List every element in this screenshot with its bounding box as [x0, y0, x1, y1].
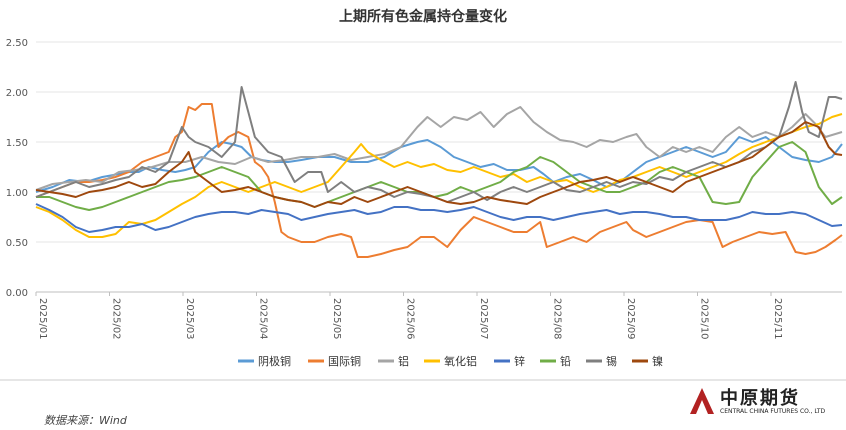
legend-label: 镍 — [652, 354, 663, 368]
x-axis-ticks: 2025/01 2025/02 2025/03 2025/04 2025/05 2025/… — [35, 292, 783, 340]
x-tick-label: 2025/11 — [772, 298, 783, 340]
legend: 阴极铜 国际铜 铝 氧化铝 锌 铅 锡 镍 — [238, 354, 663, 368]
series-line-铝 — [35, 106, 843, 191]
y-tick-label: 0.50 — [6, 238, 28, 249]
x-tick-label: 2025/03 — [184, 298, 195, 340]
data-source-note: 数据来源：Wind — [44, 414, 127, 427]
x-tick-label: 2025/10 — [699, 298, 710, 340]
legend-label: 铅 — [560, 354, 571, 368]
x-tick-label: 2025/05 — [331, 298, 342, 340]
series-line-锌 — [35, 203, 843, 233]
series-line-镍 — [35, 121, 843, 208]
y-tick-label: 0.00 — [6, 288, 28, 299]
legend-label: 锡 — [606, 354, 617, 368]
x-tick-label: 2025/09 — [625, 298, 636, 340]
legend-label: 铝 — [398, 354, 409, 368]
gridlines — [36, 41, 842, 293]
legend-label: 国际铜 — [328, 354, 361, 368]
series-line-阴极铜 — [35, 136, 843, 193]
series-lines — [35, 81, 843, 258]
legend-label: 锌 — [514, 354, 525, 368]
y-tick-label: 2.50 — [6, 38, 28, 49]
series-line-铅 — [36, 141, 843, 211]
chart-title: 上期所有色金属持仓量变化 — [339, 8, 507, 25]
x-tick-label: 2025/02 — [111, 298, 122, 340]
series-line-氧化铝 — [35, 113, 843, 238]
y-axis-ticks: 0.00 0.50 1.00 1.50 2.00 2.50 — [6, 38, 28, 299]
logo-subtitle: CENTRAL CHINA FUTURES CO., LTD — [720, 408, 826, 415]
y-tick-label: 1.50 — [6, 138, 28, 149]
x-tick-label: 2025/01 — [37, 298, 48, 340]
x-tick-label: 2025/04 — [258, 298, 269, 340]
logo-mark-icon — [688, 386, 716, 416]
y-tick-label: 1.00 — [6, 188, 28, 199]
x-tick-label: 2025/06 — [405, 298, 416, 340]
y-tick-label: 2.00 — [6, 88, 28, 99]
legend-label: 氧化铝 — [444, 354, 477, 368]
logo-name: 中原期货 — [720, 388, 800, 409]
x-tick-label: 2025/07 — [478, 298, 489, 340]
x-tick-label: 2025/08 — [552, 298, 563, 340]
company-logo: 中原期货 CENTRAL CHINA FUTURES CO., LTD — [684, 384, 825, 420]
series-line-国际铜 — [35, 103, 843, 258]
legend-label: 阴极铜 — [258, 354, 291, 368]
